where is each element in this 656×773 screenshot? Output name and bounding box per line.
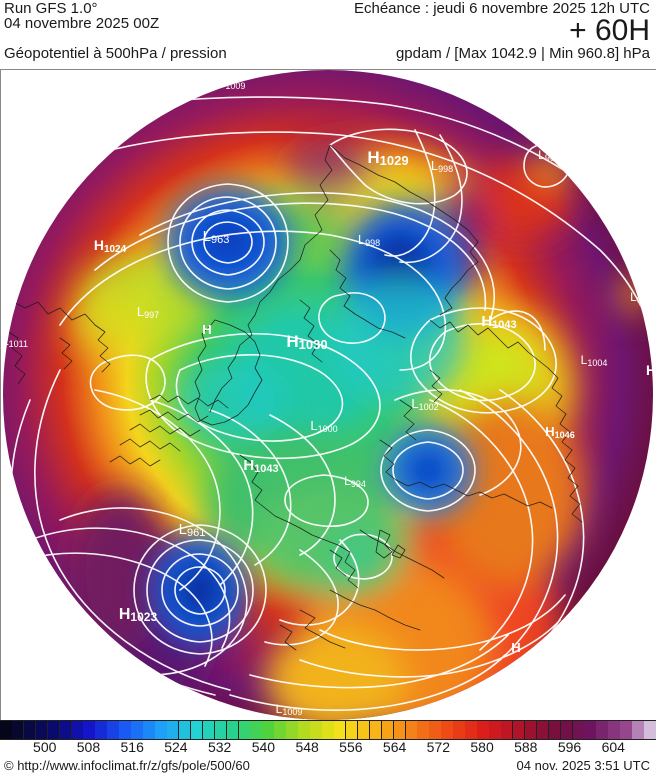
- svg-text:H: H: [511, 640, 520, 655]
- svg-text:L9: L9: [630, 290, 642, 305]
- svg-text:H: H: [202, 322, 211, 337]
- svg-text:L1009: L1009: [219, 76, 246, 91]
- svg-text:H: H: [646, 362, 656, 378]
- svg-text:L964: L964: [538, 148, 560, 163]
